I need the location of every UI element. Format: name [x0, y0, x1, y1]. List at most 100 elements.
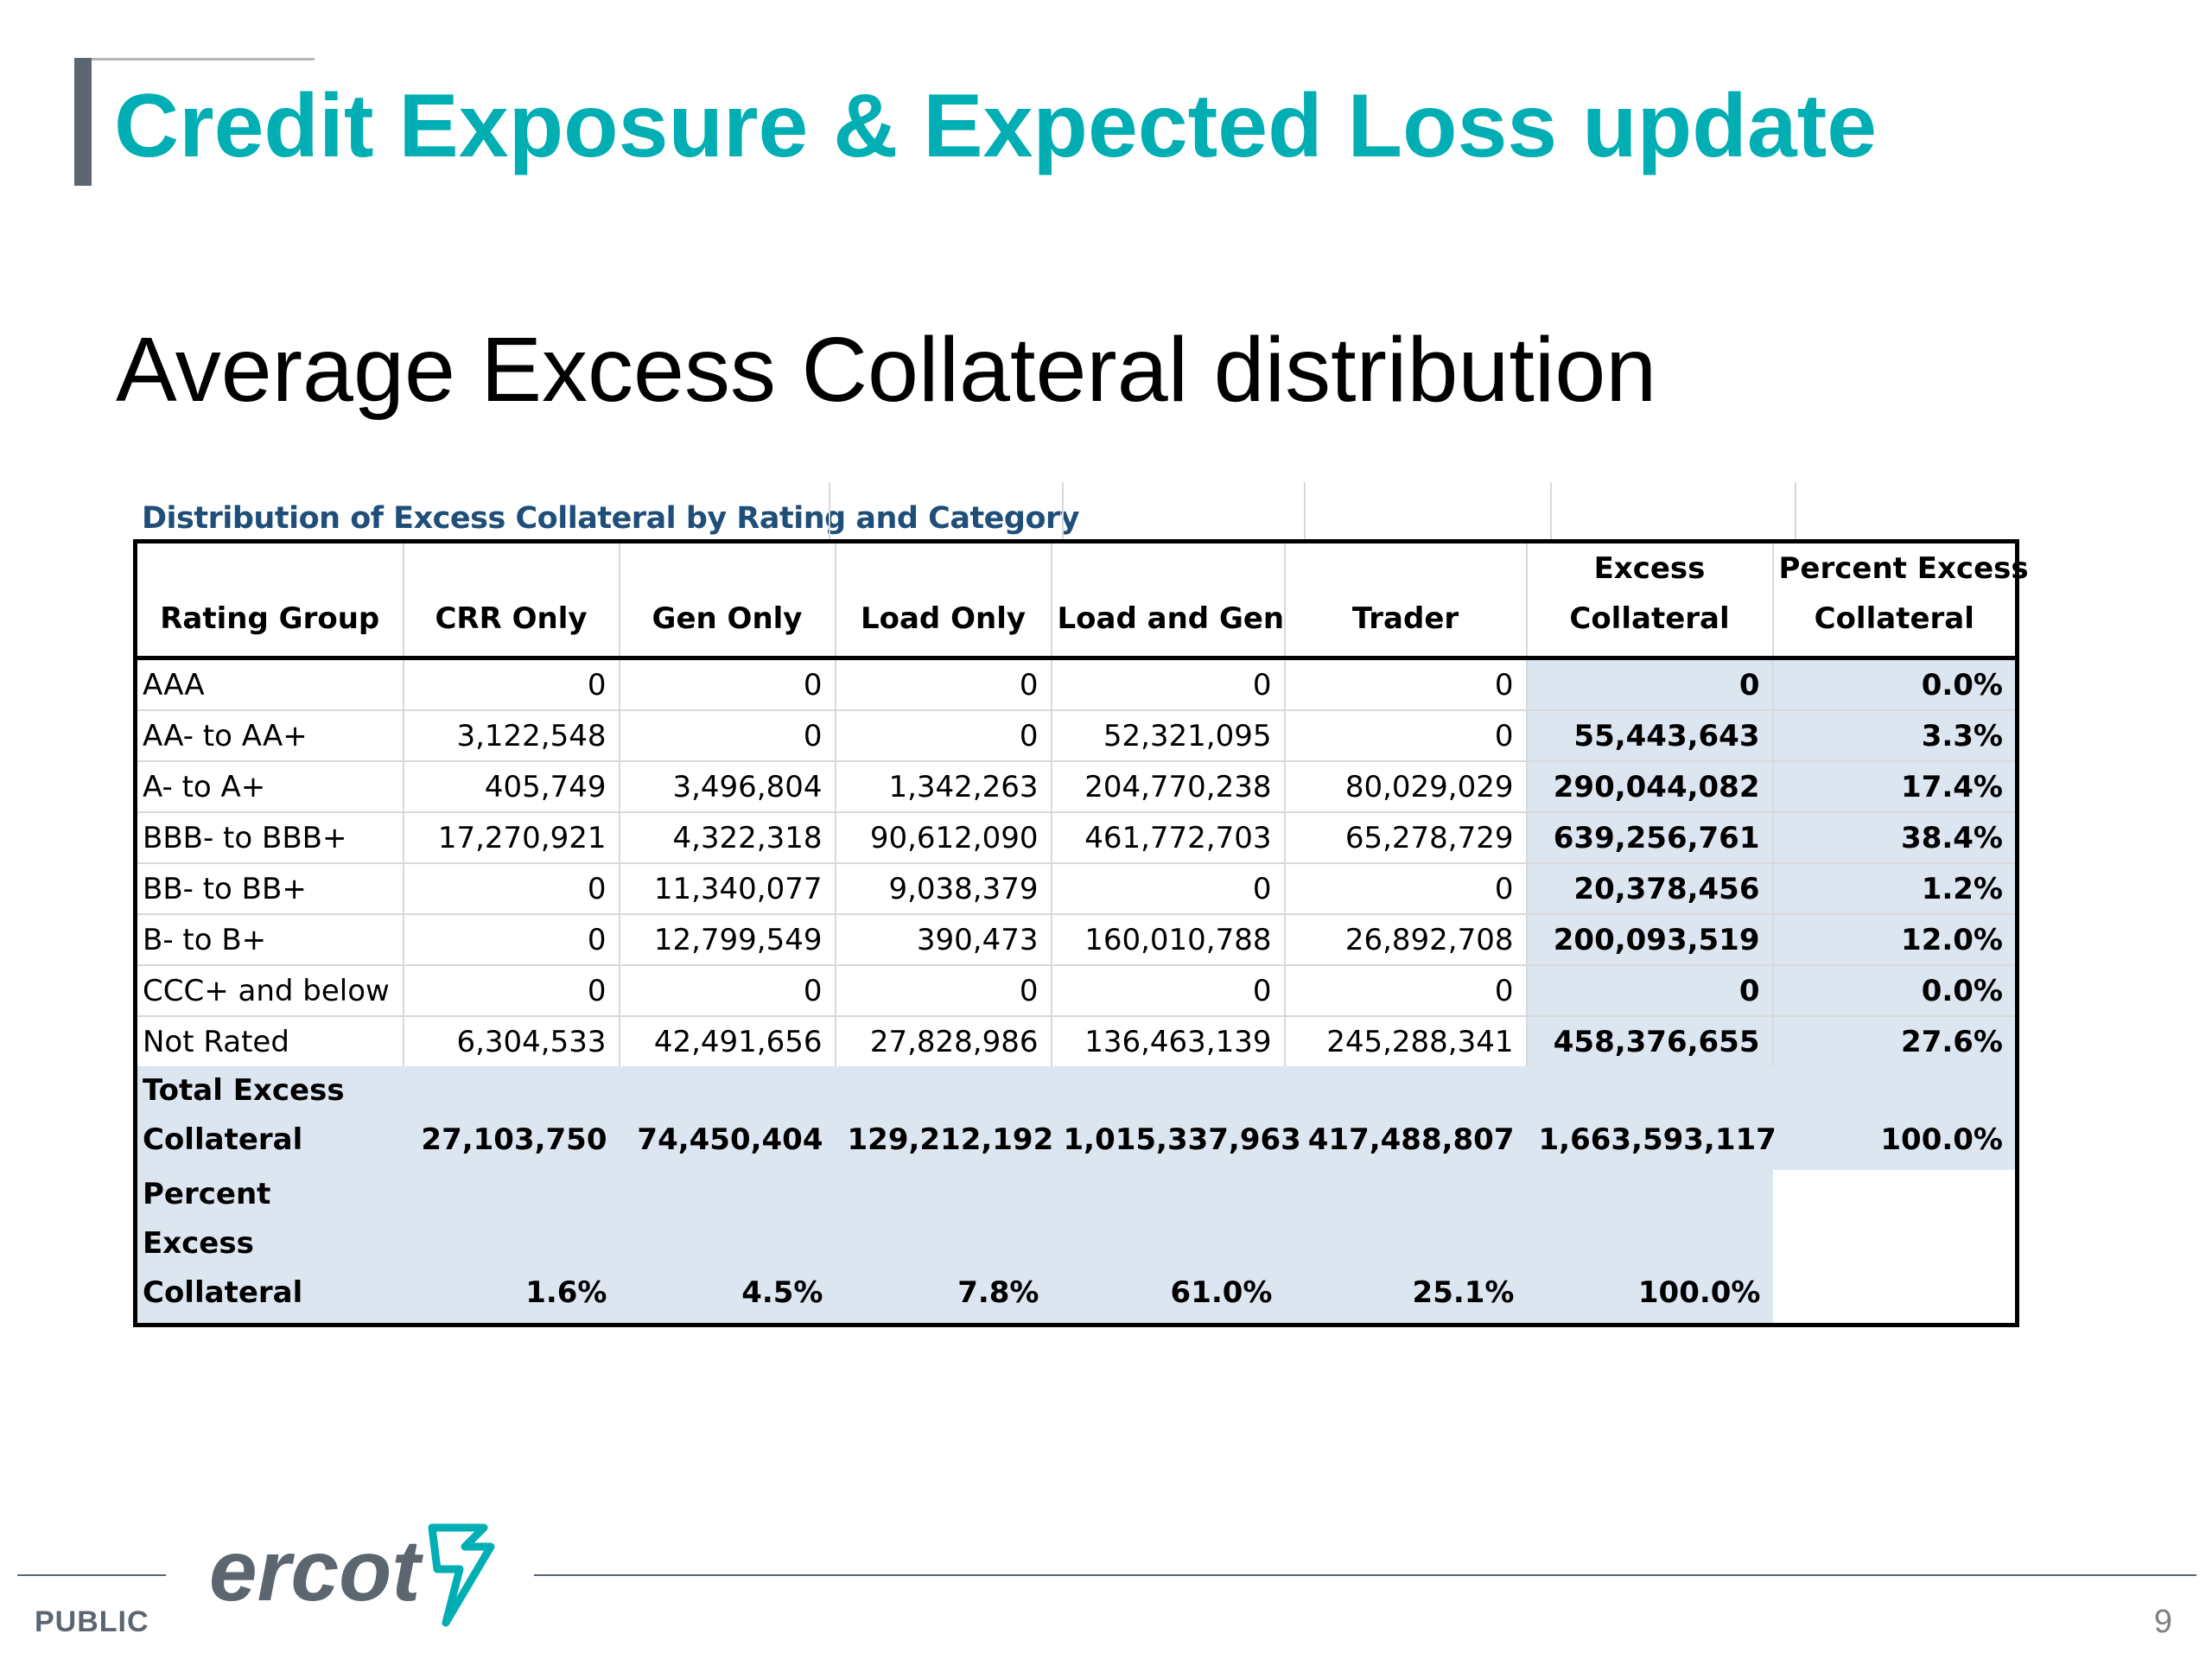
value-cell: 17.4% — [1771, 760, 2018, 812]
page-number: 9 — [2153, 1604, 2172, 1640]
value-cell: 27,828,986 — [834, 1015, 1052, 1066]
value-cell: 12.0% — [1771, 913, 2018, 965]
value-cell: 0 — [834, 709, 1052, 761]
value-cell: 3,122,548 — [402, 709, 620, 761]
column-header: Load and Gen — [1050, 541, 1285, 660]
value-cell: 4,322,318 — [618, 811, 836, 863]
value-cell: 129,212,192 — [835, 1066, 1053, 1170]
value-cell: 204,770,238 — [1050, 760, 1285, 812]
table-row: AA- to AA+ 3,122,548 0 0 52,321,095 0 55,443,6… — [135, 709, 2018, 761]
value-cell: 11,340,077 — [618, 862, 836, 914]
value-cell: 200,093,519 — [1525, 913, 1773, 965]
gridline — [1304, 482, 1306, 539]
value-cell: 1.6% — [403, 1170, 620, 1325]
value-cell: 0 — [402, 862, 620, 914]
row-label-cell: AA- to AA+ — [135, 709, 404, 761]
column-header-line: Collateral — [1569, 601, 1730, 636]
row-label-cell: Not Rated — [135, 1015, 404, 1066]
value-cell: 0 — [618, 709, 836, 761]
value-cell: 0 — [1283, 964, 1527, 1016]
value-cell: 6,304,533 — [402, 1015, 620, 1066]
table-caption-row: Distribution of Excess Collateral by Rat… — [133, 482, 2015, 539]
value-cell: 1,342,263 — [834, 760, 1052, 812]
row-label-cell: BBB- to BBB+ — [135, 811, 404, 863]
value-cell: 61.0% — [1051, 1170, 1285, 1325]
row-label-cell: B- to B+ — [135, 913, 404, 965]
value-cell: 38.4% — [1771, 811, 2018, 863]
gridline — [829, 482, 830, 539]
value-cell: 0 — [1050, 964, 1285, 1016]
row-label-cell: A- to A+ — [135, 760, 404, 812]
value-cell: 0 — [834, 657, 1052, 710]
value-cell: 7.8% — [835, 1170, 1052, 1325]
value-cell: 1,015,337,963 — [1051, 1066, 1301, 1170]
value-cell: 4.5% — [619, 1170, 836, 1325]
table-row: BB- to BB+ 0 11,340,077 9,038,379 0 0 20,378,4… — [135, 862, 2018, 914]
row-label-cell: CCC+ and below — [135, 964, 404, 1016]
value-cell: 639,256,761 — [1525, 811, 1773, 863]
column-header-line: Percent Excess — [1778, 551, 2029, 586]
value-cell: 12,799,549 — [618, 913, 836, 965]
table-row: Not Rated 6,304,533 42,491,656 27,828,986 13… — [135, 1015, 2018, 1066]
value-cell: 0 — [618, 657, 836, 710]
title-top-rule — [74, 58, 315, 60]
footer-rule-right — [534, 1574, 2196, 1576]
ercot-logo-icon: ercot — [209, 1522, 495, 1627]
value-cell: 136,463,139 — [1050, 1015, 1285, 1066]
column-header: Trader — [1283, 541, 1527, 660]
column-header-line: CRR Only — [435, 601, 588, 636]
value-cell: 0.0% — [1771, 964, 2018, 1016]
value-cell: 405,749 — [402, 760, 620, 812]
value-cell: 0 — [402, 657, 620, 710]
value-cell: 27,103,750 — [403, 1066, 620, 1170]
value-cell: 27.6% — [1771, 1015, 2018, 1066]
table-row: BBB- to BBB+ 17,270,921 4,322,318 90,612,09… — [135, 811, 2018, 863]
column-header: Excess Collateral — [1525, 541, 1773, 660]
value-cell: 100.0% — [1772, 1066, 2018, 1170]
row-label-cell: BB- to BB+ — [135, 862, 404, 914]
value-cell: 1.2% — [1771, 862, 2018, 914]
value-cell: 74,450,404 — [619, 1066, 836, 1170]
value-cell — [1772, 1170, 2018, 1325]
gridline — [1062, 482, 1064, 539]
ercot-bolt-icon — [428, 1523, 495, 1627]
value-cell: 55,443,643 — [1525, 709, 1773, 761]
gridline — [1795, 482, 1796, 539]
footer-classification-label: PUBLIC — [35, 1605, 149, 1638]
table-row: A- to A+ 405,749 3,496,804 1,342,263 204,770… — [135, 760, 2018, 812]
row-label-cell: AAA — [135, 657, 404, 710]
table-row: CCC+ and below 0 0 0 0 0 0 0.0% — [135, 964, 2018, 1016]
title-accent-bar — [74, 58, 92, 186]
slide-subtitle: Average Excess Collateral distribution — [116, 319, 1657, 421]
column-header-line: Load and Gen — [1057, 601, 1285, 636]
table-caption: Distribution of Excess Collateral by Rat… — [142, 501, 1080, 536]
value-cell: 42,491,656 — [618, 1015, 836, 1066]
footer-rule-left — [17, 1574, 166, 1576]
ercot-logo: ercot — [206, 1521, 508, 1633]
column-header-line: Gen Only — [652, 601, 803, 636]
value-cell: 25.1% — [1284, 1170, 1527, 1325]
value-cell: 417,488,807 — [1284, 1066, 1527, 1170]
value-cell: 390,473 — [834, 913, 1052, 965]
value-cell: 80,029,029 — [1283, 760, 1527, 812]
ercot-logo-wordmark: ercot — [209, 1522, 423, 1619]
excess-collateral-table-region: Distribution of Excess Collateral by Rat… — [133, 482, 2029, 1327]
value-cell: 461,772,703 — [1050, 811, 1285, 863]
gridline — [1550, 482, 1552, 539]
column-header-line: Collateral — [1814, 601, 1974, 636]
value-cell: 290,044,082 — [1525, 760, 1773, 812]
table-row: B- to B+ 0 12,799,549 390,473 160,010,788 26,… — [135, 913, 2018, 965]
value-cell: 9,038,379 — [834, 862, 1052, 914]
value-cell: 0.0% — [1771, 657, 2018, 710]
value-cell: 0 — [1525, 964, 1773, 1016]
value-cell: 0 — [1525, 657, 1773, 710]
excess-collateral-table: Rating Group CRR Only Gen Only Load Only Loa… — [133, 539, 2029, 1327]
row-label-cell: Percent Excess Collateral — [135, 1170, 404, 1325]
value-cell: 0 — [618, 964, 836, 1016]
column-header: CRR Only — [402, 541, 620, 660]
value-cell: 100.0% — [1526, 1170, 1773, 1325]
table-body: AAA 0 0 0 0 0 0 0.0% AA- to AA+ 3,122,548 0 0 52,321… — [135, 657, 2018, 1325]
value-cell: 0 — [402, 964, 620, 1016]
row-label-cell: Total Excess Collateral — [135, 1066, 404, 1170]
column-header-line: Excess — [1593, 551, 1706, 586]
